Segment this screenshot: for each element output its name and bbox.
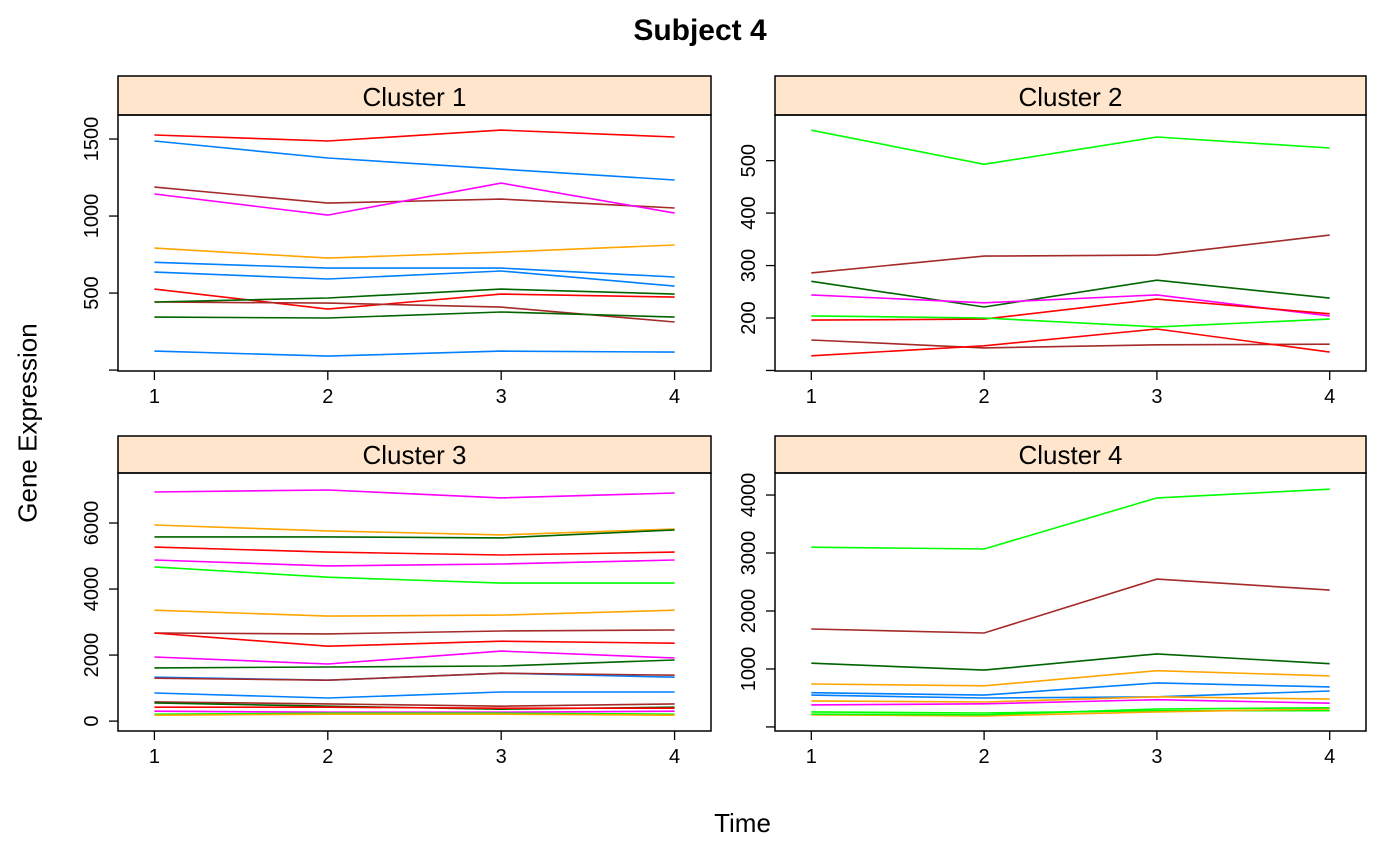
series-line-blue bbox=[154, 140, 675, 181]
series-line-orange bbox=[811, 695, 1330, 703]
series-line-darkgreen bbox=[154, 311, 675, 319]
strip-label: Cluster 3 bbox=[362, 440, 466, 470]
series-line-red bbox=[154, 288, 675, 310]
y-tick-label: 4000 bbox=[81, 567, 103, 612]
series-line-brown bbox=[154, 672, 675, 682]
strip-label: Cluster 1 bbox=[362, 82, 466, 112]
y-tick-label: 6000 bbox=[81, 501, 103, 546]
x-tick-label: 2 bbox=[979, 386, 990, 408]
x-tick-label: 4 bbox=[669, 386, 680, 408]
series-line-red bbox=[811, 328, 1330, 357]
x-tick-label: 3 bbox=[1151, 746, 1162, 768]
series-line-blue bbox=[154, 350, 675, 357]
series-line-brown bbox=[811, 234, 1330, 274]
x-tick-label: 2 bbox=[979, 746, 990, 768]
series-line-magenta bbox=[154, 650, 675, 665]
series-line-magenta bbox=[811, 698, 1330, 706]
series-line-orange bbox=[154, 609, 675, 617]
x-tick-label: 1 bbox=[149, 746, 160, 768]
series-line-orange bbox=[811, 669, 1330, 687]
x-tick-label: 2 bbox=[322, 386, 333, 408]
series-line-green bbox=[811, 315, 1330, 328]
series-line-red bbox=[154, 546, 675, 556]
panel-3: Cluster 3 1 2 3 4 0 2000 4000 6000 bbox=[81, 435, 712, 768]
y-tick-label: 2000 bbox=[81, 633, 103, 678]
series-line-magenta bbox=[154, 489, 675, 499]
plot-frame bbox=[774, 472, 1367, 732]
series-line-red bbox=[811, 298, 1330, 321]
x-axis-label: Time bbox=[714, 808, 771, 838]
y-tick-label: 1500 bbox=[81, 117, 103, 162]
y-tick-label: 0 bbox=[81, 716, 103, 727]
strip bbox=[774, 435, 1367, 474]
x-tick-label: 4 bbox=[1324, 386, 1335, 408]
series-line-brown bbox=[154, 701, 675, 708]
strip bbox=[774, 75, 1367, 116]
x-tick-label: 3 bbox=[496, 746, 507, 768]
y-tick-label: 500 bbox=[738, 144, 760, 177]
y-tick-label: 500 bbox=[81, 276, 103, 309]
series-line-green bbox=[154, 566, 675, 584]
panel-2: Cluster 2 1 2 3 4 200 300 400 500 bbox=[738, 75, 1367, 408]
x-tick-label: 3 bbox=[496, 386, 507, 408]
series-line-orange bbox=[154, 524, 675, 536]
series-line-red bbox=[154, 129, 675, 142]
series-line-blue bbox=[154, 691, 675, 699]
series-line-orange bbox=[811, 708, 1330, 717]
series-line-brown bbox=[154, 301, 675, 323]
y-tick-label: 3000 bbox=[738, 531, 760, 576]
series-line-magenta bbox=[154, 182, 675, 216]
panel-1: Cluster 1 1 2 3 4 500 1000 1500 bbox=[81, 75, 712, 408]
x-tick-label: 4 bbox=[669, 746, 680, 768]
y-tick-label: 400 bbox=[738, 196, 760, 229]
series-line-brown bbox=[154, 629, 675, 635]
x-tick-label: 3 bbox=[1151, 386, 1162, 408]
x-tick-label: 2 bbox=[322, 746, 333, 768]
series-line-orange bbox=[154, 713, 675, 716]
series-line-green bbox=[811, 707, 1330, 716]
series-line-red bbox=[154, 632, 675, 648]
series-line-magenta bbox=[811, 294, 1330, 317]
x-tick-label: 1 bbox=[806, 386, 817, 408]
series-line-brown bbox=[154, 186, 675, 209]
series-line-darkgreen bbox=[811, 279, 1330, 308]
y-tick-label: 2000 bbox=[738, 589, 760, 634]
y-tick-label: 4000 bbox=[738, 473, 760, 518]
series-line-darkgreen bbox=[811, 653, 1330, 671]
series-line-magenta bbox=[154, 559, 675, 567]
plot-frame bbox=[117, 114, 712, 372]
chart-title: Subject 4 bbox=[633, 14, 767, 47]
y-tick-label: 1000 bbox=[81, 194, 103, 239]
series-line-blue bbox=[811, 690, 1330, 699]
series-line-blue bbox=[154, 270, 675, 287]
series-line-darkgreen bbox=[154, 288, 675, 303]
series-line-blue bbox=[811, 682, 1330, 696]
series-line-red bbox=[154, 706, 675, 710]
plot-frame bbox=[774, 114, 1367, 372]
strip bbox=[117, 435, 712, 474]
x-tick-label: 1 bbox=[149, 386, 160, 408]
y-tick-label: 300 bbox=[738, 249, 760, 282]
plot-frame bbox=[117, 472, 712, 732]
series-line-magenta bbox=[154, 710, 675, 714]
series-line-green bbox=[154, 712, 675, 715]
y-tick-label: 1000 bbox=[738, 647, 760, 692]
y-tick-label: 200 bbox=[738, 301, 760, 334]
series-line-blue bbox=[154, 261, 675, 278]
series-line-darkgreen bbox=[154, 529, 675, 539]
series-line-brown bbox=[811, 578, 1330, 634]
series-line-brown bbox=[811, 339, 1330, 349]
x-tick-label: 4 bbox=[1324, 746, 1335, 768]
series-line-orange bbox=[154, 244, 675, 259]
series-line-darkgreen bbox=[154, 659, 675, 669]
x-tick-label: 1 bbox=[806, 746, 817, 768]
series-line-green bbox=[811, 129, 1330, 166]
panel-4: Cluster 4 1 2 3 4 1000 2000 3000 4000 bbox=[738, 435, 1367, 768]
series-line-green bbox=[811, 488, 1330, 550]
strip-label: Cluster 4 bbox=[1018, 440, 1122, 470]
strip-label: Cluster 2 bbox=[1018, 82, 1122, 112]
